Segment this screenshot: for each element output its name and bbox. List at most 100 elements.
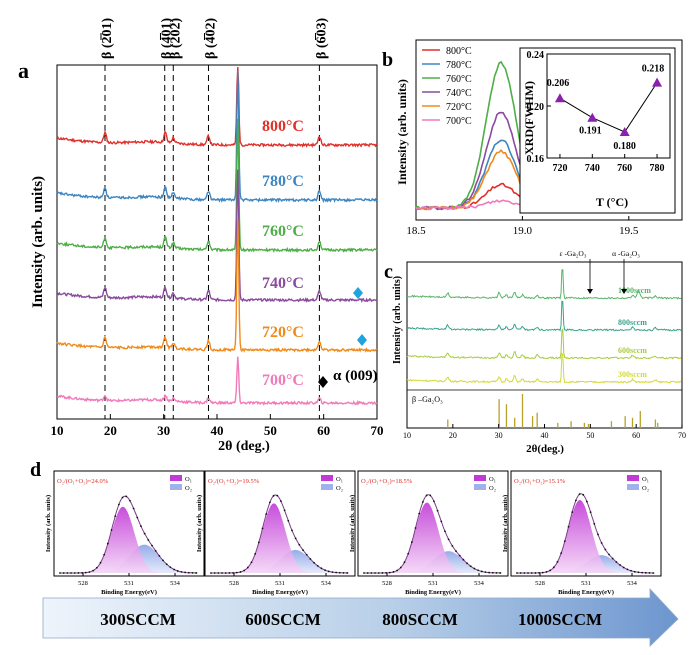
series-line-3	[56, 169, 378, 303]
xps-data-point-1-31	[324, 569, 326, 572]
xps-ratio-label-1: O₂/(O₁+O₂)=19.5%	[208, 478, 260, 485]
xps-data-point-2-14	[414, 527, 417, 529]
panel-b-ticks: 18.5 19.0 19.5	[406, 216, 639, 237]
x-tick-label-0: 10	[51, 423, 64, 438]
xps-data-point-3-30	[626, 568, 629, 571]
xps-data-point-1-24	[298, 543, 301, 546]
xps-data-point-0-15	[114, 515, 117, 518]
xps-data-point-3-25	[608, 553, 610, 556]
inset-x-tick-label-3: 780	[650, 163, 665, 174]
xps-data-point-1-9	[243, 569, 246, 572]
xps-data-point-2-21	[440, 520, 443, 523]
xps-xlabel-0: Binding Energy(eV)	[101, 589, 157, 596]
b-x-tick-label-2: 19.5	[619, 225, 639, 237]
c-x-tick-label-1: 20	[449, 431, 457, 440]
xps-data-point-1-37	[346, 572, 349, 574]
flow-arrow: 300SCCM 600SCCM 800SCCM 1000SCCM	[42, 587, 679, 647]
xps-xlabel-2: Binding Energy(eV)	[405, 589, 461, 596]
series-line-0	[56, 66, 378, 148]
xps-data-point-1-7	[235, 571, 238, 574]
panel-a-ticks: 10 20 30 40 50 60 70	[51, 414, 384, 438]
xps-legend-o2-swatch-3	[627, 484, 639, 490]
xps-data-point-1-17	[272, 494, 275, 497]
xps-data-point-2-19	[433, 500, 435, 503]
xps-data-point-3-5	[534, 572, 537, 574]
xps-data-point-0-14	[110, 529, 113, 531]
xps-data-point-1-12	[254, 553, 257, 555]
x-tick-label-4: 50	[264, 423, 277, 438]
xps-data-point-3-13	[563, 540, 566, 543]
xps-data-point-0-28	[162, 559, 164, 562]
flow-arrow-shape	[42, 587, 679, 647]
xps-data-point-2-18	[429, 494, 432, 497]
xps-data-point-2-5	[381, 572, 384, 574]
xps-ratio-label-3: O₂/(O₁+O₂)=15.1%	[514, 478, 566, 485]
panel-c-series	[406, 269, 682, 384]
xps-panel-2: O₂/(O₁+O₂)=18.5% O₁ O₂ 528 531 534 Binding Ene…	[349, 470, 509, 596]
series-label-2: 760°C	[262, 223, 304, 240]
panel-a-reference-lines	[104, 65, 320, 419]
inset-line	[559, 82, 658, 133]
series-label-5: 700°C	[262, 372, 304, 389]
xps-data-point-2-33	[484, 571, 487, 574]
b-legend-label-1: 780°C	[446, 60, 472, 71]
xps-data-point-1-0	[210, 572, 212, 574]
panel-a-ylabel: Intensity (arb. units)	[30, 176, 46, 308]
xps-data-point-0-30	[169, 566, 172, 569]
xps-legend-o2-3: O₂	[642, 485, 649, 492]
c-x-tick-label-2: 30	[495, 431, 503, 440]
xps-data-point-2-25	[455, 550, 457, 553]
xps-data-point-0-7	[84, 571, 87, 574]
xps-data-point-3-16	[574, 499, 577, 502]
xps-data-point-2-23	[447, 538, 450, 541]
xps-data-point-2-9	[396, 569, 399, 572]
xps-data-point-0-8	[88, 571, 91, 573]
xps-data-point-3-32	[633, 570, 636, 573]
xps-tick-label-0-0: 528	[78, 580, 88, 587]
xps-data-point-2-34	[488, 571, 491, 574]
xps-tick-label-2-0: 528	[382, 580, 392, 587]
xps-data-point-3-34	[641, 571, 644, 574]
reference-line-label-1: β (4̅01)	[159, 17, 175, 59]
xps-ratio-label-2: O₂/(O₁+O₂)=18.5%	[361, 478, 413, 485]
xps-data-point-1-20	[283, 509, 286, 512]
xps-data-point-3-11	[556, 560, 559, 563]
xps-data-point-2-2	[370, 572, 373, 574]
xps-panels: O₂/(O₁+O₂)=24.0% O₁ O₂ 528 531 534 Binding Ene…	[45, 470, 662, 596]
reference-line-label-4: β (6̅03)	[313, 17, 329, 59]
c-x-tick-label-5: 60	[632, 431, 640, 440]
inset-xlabel: T (°C)	[596, 195, 628, 209]
xps-data-point-1-5	[228, 572, 231, 574]
xps-data-point-1-4	[224, 572, 227, 574]
xps-data-point-0-34	[184, 571, 187, 574]
xps-xlabel-3: Binding Energy(eV)	[558, 589, 614, 596]
b-legend-label-4: 720°C	[446, 102, 472, 113]
panel-b-ylabel: Intensity (arb. units)	[395, 79, 409, 185]
series-label-1: 780°C	[262, 173, 304, 190]
xps-legend-o1-swatch-1	[321, 475, 333, 481]
xps-data-point-1-13	[257, 541, 260, 544]
b-x-tick-label-1: 19.0	[513, 225, 533, 237]
xps-tick-label-3-2: 534	[627, 580, 638, 587]
xps-data-point-0-20	[132, 507, 135, 510]
xps-data-point-3-4	[530, 572, 533, 574]
xps-data-point-2-29	[469, 565, 472, 568]
xps-data-point-3-27	[615, 561, 618, 563]
xps-data-point-2-20	[436, 509, 439, 512]
inset-y-tick-label-0: 0.16	[527, 154, 545, 165]
x-tick-label-3: 40	[211, 423, 224, 438]
series-label-3: 740°C	[262, 275, 304, 292]
panel-a-xlabel: 2θ (deg.)	[218, 439, 270, 454]
xps-panel-3: O₂/(O₁+O₂)=15.1% O₁ O₂ 528 531 534 Binding Ene…	[502, 470, 662, 596]
xps-data-point-0-33	[180, 570, 183, 573]
b-legend-label-5: 700°C	[446, 116, 472, 127]
xps-data-point-3-14	[567, 525, 570, 528]
xps-ylabel-3: Intensity (arb. units)	[502, 495, 509, 552]
xps-data-point-0-29	[165, 563, 168, 566]
xps-data-point-0-9	[92, 569, 95, 572]
xps-data-point-1-29	[316, 564, 319, 567]
xps-data-point-0-10	[95, 566, 98, 569]
c-x-tick-label-4: 50	[586, 431, 594, 440]
xps-data-point-1-3	[221, 572, 223, 574]
panel-c-arrow-label-alpha: α -Ga₂O₃	[612, 249, 640, 258]
